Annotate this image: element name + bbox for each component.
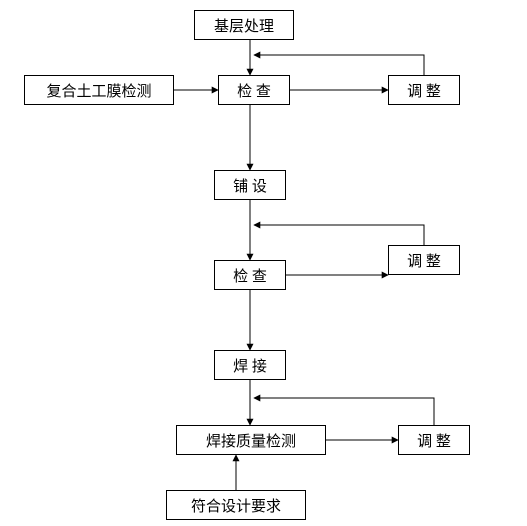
node-label: 复合土工膜检测 — [46, 80, 151, 101]
node-lay: 铺 设 — [214, 170, 286, 200]
node-label: 检 查 — [237, 80, 271, 101]
node-label: 调 整 — [407, 80, 441, 101]
node-label: 检 查 — [233, 265, 267, 286]
node-label: 基层处理 — [214, 15, 274, 36]
node-label: 符合设计要求 — [191, 495, 281, 516]
node-label: 调 整 — [417, 430, 451, 451]
flowchart-canvas: 基层处理复合土工膜检测检 查调 整铺 设检 查调 整焊 接焊接质量检测调 整符合… — [0, 0, 527, 526]
node-label: 焊 接 — [233, 355, 267, 376]
edge-adjust3-weldtest — [254, 398, 434, 425]
edge-adjust2-check2 — [254, 225, 424, 245]
node-weldtest: 焊接质量检测 — [176, 425, 326, 455]
node-detect: 复合土工膜检测 — [24, 75, 174, 105]
node-adjust2: 调 整 — [388, 245, 460, 275]
node-check2: 检 查 — [214, 260, 286, 290]
node-label: 铺 设 — [233, 175, 267, 196]
node-conform: 符合设计要求 — [166, 490, 306, 520]
node-base: 基层处理 — [194, 10, 294, 40]
node-label: 焊接质量检测 — [206, 430, 296, 451]
node-weld: 焊 接 — [214, 350, 286, 380]
node-check1: 检 查 — [218, 75, 290, 105]
node-adjust3: 调 整 — [398, 425, 470, 455]
node-adjust1: 调 整 — [388, 75, 460, 105]
node-label: 调 整 — [407, 250, 441, 271]
edge-adjust1-check1 — [254, 55, 424, 75]
